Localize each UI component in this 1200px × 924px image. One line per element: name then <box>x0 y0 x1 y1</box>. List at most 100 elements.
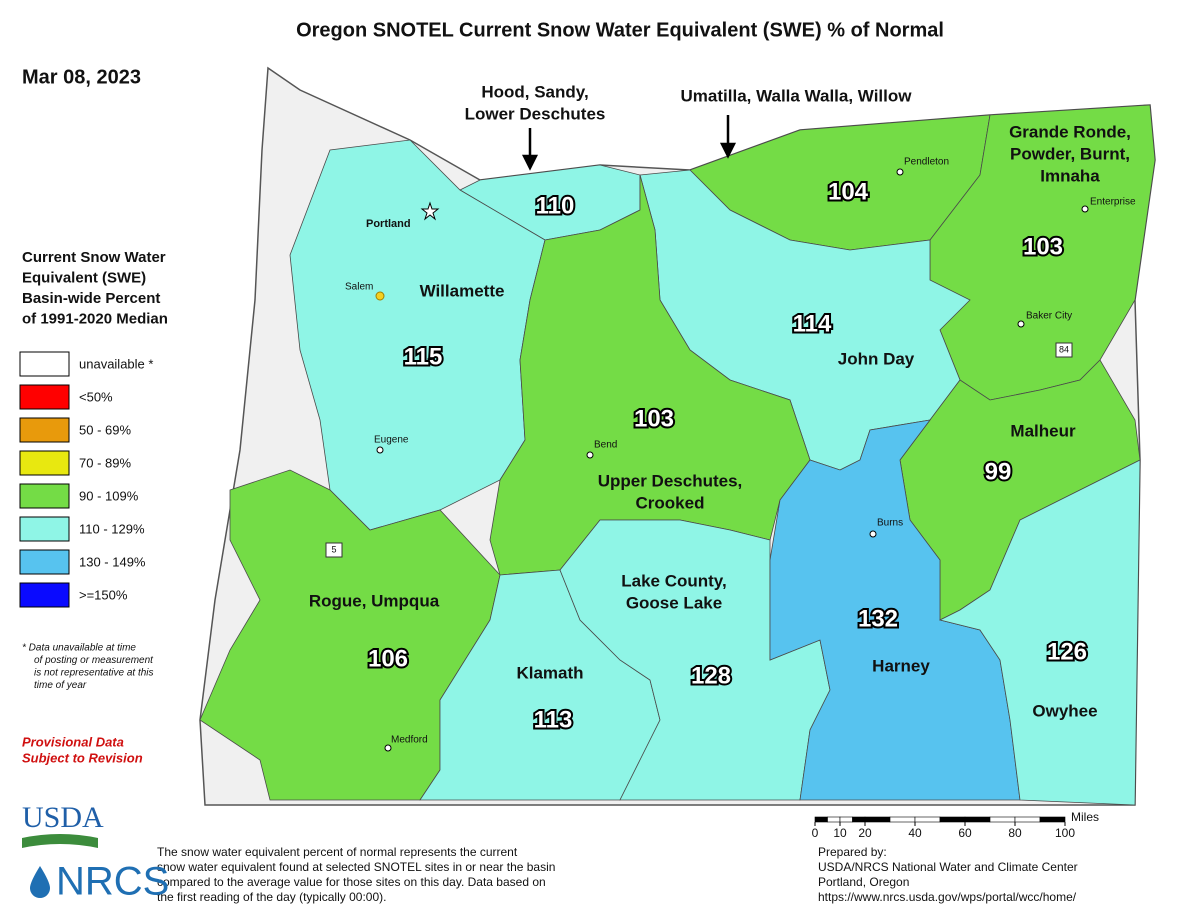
scale-segment <box>814 816 828 823</box>
basin-name: Umatilla, Walla Walla, Willow <box>681 86 913 105</box>
basin-name: Lower Deschutes <box>465 104 606 123</box>
highway-shield <box>325 542 343 558</box>
scale-segment <box>964 816 991 823</box>
legend-label: <50% <box>79 389 113 404</box>
usda-logo <box>22 834 98 848</box>
scale-segment <box>989 816 1016 823</box>
city-marker <box>376 446 384 454</box>
highway-label: 84 <box>1059 344 1069 354</box>
title: Oregon SNOTEL Current Snow Water Equival… <box>296 19 944 41</box>
legend-title: of 1991-2020 Median <box>22 310 168 327</box>
basin-name: Imnaha <box>1040 166 1100 185</box>
salem-marker <box>375 291 385 301</box>
scale-segment <box>839 816 853 823</box>
scale-segment <box>852 816 866 823</box>
scale-unit: Miles <box>1071 810 1099 824</box>
prepared-by: Prepared by: <box>818 845 887 859</box>
legend-swatch <box>19 450 70 476</box>
legend-swatch <box>19 384 70 410</box>
legend-label: unavailable * <box>79 356 153 371</box>
city-marker <box>1081 205 1089 213</box>
legend-label: 90 - 109% <box>79 488 139 503</box>
basin-name: Rogue, Umpqua <box>309 591 440 610</box>
city-label: Bend <box>594 440 617 451</box>
nrcs-logo <box>30 866 50 898</box>
city-label: Baker City <box>1026 311 1072 322</box>
scale-segment <box>914 816 941 823</box>
legend-swatch <box>19 516 70 542</box>
basin-area <box>938 459 1141 806</box>
scale-tick-label: 40 <box>908 826 922 840</box>
basin-value: 113 <box>534 706 573 733</box>
basin-name: Grande Ronde, <box>1009 122 1131 141</box>
basin-name: Goose Lake <box>626 593 722 612</box>
footnote: of posting or measurement <box>34 655 154 666</box>
basin-name: Hood, Sandy, <box>481 82 588 101</box>
highway-label: 5 <box>331 544 336 554</box>
legend-label: >=150% <box>79 587 128 602</box>
basin-name: Crooked <box>636 493 705 512</box>
basins <box>199 104 1156 806</box>
legend-swatch <box>19 582 70 608</box>
nrcs-logo-text: NRCS <box>56 860 169 904</box>
city-marker <box>384 744 392 752</box>
basin-value: 106 <box>368 645 408 672</box>
basin-name: Harney <box>872 656 930 675</box>
description: snow water equivalent found at selected … <box>157 860 555 874</box>
city-marker <box>1017 320 1025 328</box>
basin-name: Powder, Burnt, <box>1010 144 1130 163</box>
city-label: Portland <box>366 218 411 230</box>
city-marker <box>869 530 877 538</box>
basin-value: 128 <box>691 662 731 689</box>
portland-star <box>420 201 440 221</box>
basin-value: 99 <box>985 458 1012 485</box>
city-marker <box>586 451 594 459</box>
labels: Hood, Sandy, Lower Deschutes 110 Umatilla, … <box>309 82 1136 752</box>
basin-value: 110 <box>536 192 575 219</box>
description: the first reading of the day (typically … <box>157 890 386 904</box>
scale-segment <box>864 816 891 823</box>
scale-tick-label: 0 <box>812 826 819 840</box>
scale-tick-label: 100 <box>1055 826 1075 840</box>
basin-value: 114 <box>793 310 832 337</box>
scale-tick-label: 60 <box>958 826 972 840</box>
basin-value: 103 <box>1023 233 1063 260</box>
basin-value: 115 <box>404 343 443 370</box>
scale-tick-label: 80 <box>1008 826 1022 840</box>
basin-name: Malheur <box>1010 421 1076 440</box>
legend-label: 70 - 89% <box>79 455 131 470</box>
legend-label: 110 - 129% <box>79 521 145 536</box>
footnote: * Data unavailable at time <box>22 643 136 654</box>
legend-swatch <box>19 483 70 509</box>
prepared-by: Portland, Oregon <box>818 875 909 889</box>
footnote: is not representative at this <box>34 668 154 679</box>
city-label: Enterprise <box>1090 197 1136 208</box>
provisional-note: Subject to Revision <box>22 750 143 765</box>
legend-swatch <box>19 549 70 575</box>
legend-label: 130 - 149% <box>79 554 146 569</box>
basin-value: 104 <box>828 178 869 205</box>
basin-name: Lake County, <box>621 571 726 590</box>
date: Mar 08, 2023 <box>22 66 141 88</box>
basin-name: Owyhee <box>1032 701 1097 720</box>
legend-label: 50 - 69% <box>79 422 131 437</box>
description: The snow water equivalent percent of nor… <box>157 845 518 859</box>
legend-swatch <box>19 351 70 377</box>
prepared-by: https://www.nrcs.usda.gov/wps/portal/wcc… <box>818 890 1077 904</box>
basin-name: Upper Deschutes, <box>598 471 743 490</box>
scale-segment <box>827 816 841 823</box>
legend-swatch <box>19 417 70 443</box>
scale-segment <box>889 816 916 823</box>
scale-tick-label: 20 <box>858 826 872 840</box>
city-label: Medford <box>391 735 428 746</box>
city-marker <box>896 168 904 176</box>
city-label: Salem <box>345 282 373 293</box>
scale-tick-label: 10 <box>833 826 847 840</box>
city-label: Pendleton <box>904 157 949 168</box>
legend-title: Equivalent (SWE) <box>22 269 146 286</box>
scale-segment <box>939 816 966 823</box>
description: compared to the average value for those … <box>157 875 546 889</box>
basin-value: 103 <box>634 405 674 432</box>
arrows <box>521 115 737 171</box>
basin-name: Willamette <box>420 281 505 300</box>
